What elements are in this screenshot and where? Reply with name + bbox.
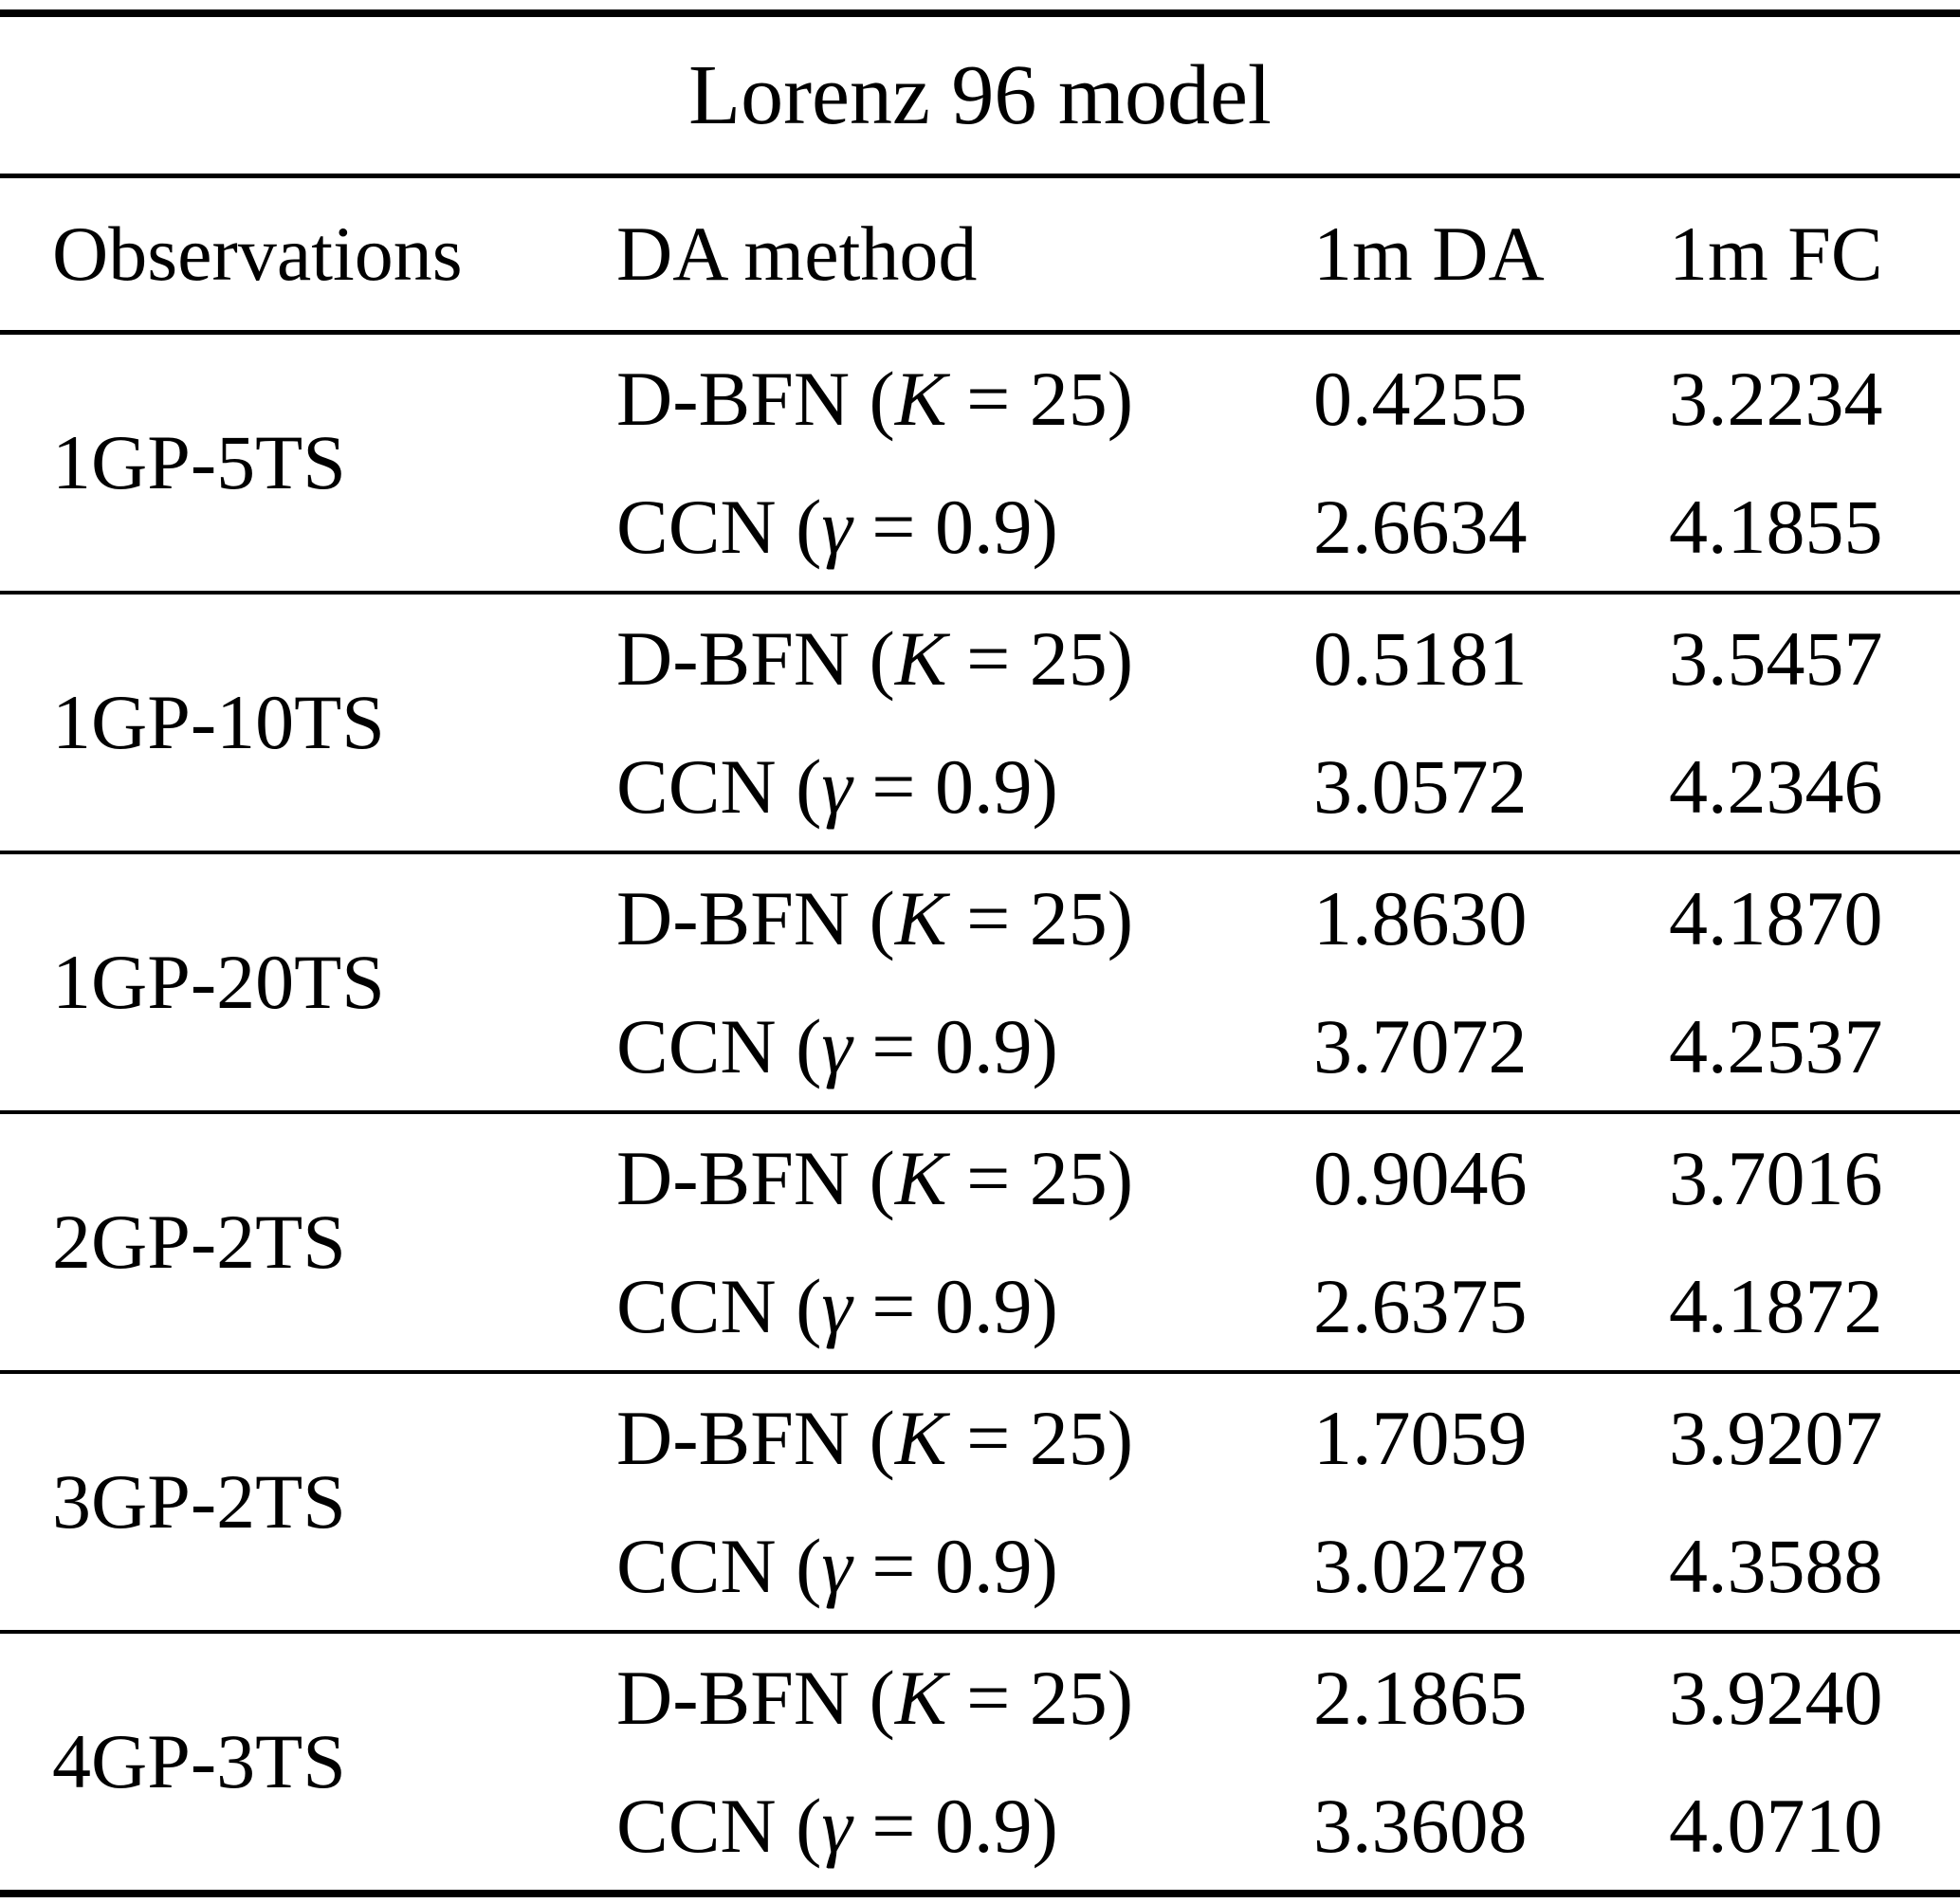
method-cell: D-BFN (K = 25) [616,1110,1313,1242]
da-value: 2.1865 [1313,1630,1669,1762]
table-row: 1GP-20TS D-BFN (K = 25) 1.8630 4.1870 [0,851,1960,1112]
method-variable: K [894,874,947,961]
method-cell: CCN (γ = 0.9) [616,1242,1313,1372]
method-variable: K [894,1654,947,1741]
method-text: = 25) [946,874,1134,961]
method-text: CCN ( [616,1002,822,1089]
fc-value: 4.3588 [1669,1522,1883,1609]
column-header-da-method: DA method [616,178,1313,335]
column-header-1m-fc: 1m FC [1669,178,1960,335]
method-text: = 0.9) [852,1782,1058,1869]
method-cell: CCN (γ = 0.9) [616,723,1313,852]
method-text: D-BFN ( [616,355,895,442]
table-row: 4GP-3TS D-BFN (K = 25) 2.1865 3.9240 [0,1630,1960,1890]
da-value: 2.6634 [1313,483,1528,570]
method-cell: CCN (γ = 0.9) [616,1762,1313,1890]
method-text: D-BFN ( [616,614,895,702]
results-table: Observations DA method 1m DA 1m FC 1GP-5… [0,178,1960,1890]
observation-label: 2GP-2TS [0,1110,616,1372]
method-variable: γ [821,1262,852,1349]
table-row: 2GP-2TS D-BFN (K = 25) 0.9046 3.7016 [0,1110,1960,1372]
method-text: = 0.9) [852,483,1058,570]
method-text: = 25) [946,1134,1134,1221]
method-text: = 0.9) [852,1002,1058,1089]
table-row: CCN (γ = 0.9) 3.3608 4.0710 [0,1762,1960,1890]
da-value: 1.7059 [1313,1370,1669,1502]
method-text: CCN ( [616,1522,822,1609]
fc-value: 3.9240 [1669,1630,1960,1762]
da-value: 3.0572 [1313,742,1528,830]
da-value: 1.8630 [1313,851,1669,982]
method-text: D-BFN ( [616,874,895,961]
method-cell: D-BFN (K = 25) [616,851,1313,982]
observation-label: 1GP-5TS [0,330,616,593]
method-variable: γ [821,1522,852,1609]
method-cell: CCN (γ = 0.9) [616,1502,1313,1632]
table-row: CCN (γ = 0.9) 2.6375 4.1872 [0,1242,1960,1372]
method-variable: γ [821,742,852,830]
table-title: Lorenz 96 model [0,17,1960,178]
method-text: D-BFN ( [616,1134,895,1221]
da-value: 0.4255 [1313,330,1669,463]
table-row: CCN (γ = 0.9) 3.7072 4.2537 [0,982,1960,1112]
fc-value: 4.2346 [1669,742,1883,830]
method-text: = 0.9) [852,1262,1058,1349]
table-row: 1GP-5TS D-BFN (K = 25) 0.4255 3.2234 [0,330,1960,593]
observation-label: 1GP-20TS [0,851,616,1112]
table-row: 3GP-2TS D-BFN (K = 25) 1.7059 3.9207 [0,1370,1960,1632]
table-row: CCN (γ = 0.9) 2.6634 4.1855 [0,463,1960,593]
da-value: 2.6375 [1313,1262,1528,1349]
method-variable: K [894,355,947,442]
column-header-observations: Observations [0,178,616,335]
fc-value: 3.7016 [1669,1110,1960,1242]
observation-label: 4GP-3TS [0,1630,616,1890]
method-cell: CCN (γ = 0.9) [616,982,1313,1112]
method-text: CCN ( [616,483,822,570]
fc-value: 3.5457 [1669,591,1960,723]
fc-value: 3.2234 [1669,330,1960,463]
fc-value: 4.1855 [1669,483,1883,570]
method-variable: K [894,614,947,702]
method-variable: γ [821,1002,852,1089]
method-text: CCN ( [616,742,822,830]
method-variable: γ [821,1782,852,1869]
observation-label: 3GP-2TS [0,1370,616,1632]
da-value: 0.9046 [1313,1110,1669,1242]
method-cell: D-BFN (K = 25) [616,1370,1313,1502]
method-text: = 25) [946,355,1134,442]
fc-value: 4.2537 [1669,1002,1883,1089]
method-text: = 0.9) [852,742,1058,830]
method-text: D-BFN ( [616,1654,895,1741]
method-text: CCN ( [616,1262,822,1349]
table-row: CCN (γ = 0.9) 3.0278 4.3588 [0,1502,1960,1632]
observation-label: 1GP-10TS [0,591,616,852]
method-variable: K [894,1394,947,1481]
method-text: CCN ( [616,1782,822,1869]
da-value: 3.7072 [1313,1002,1528,1089]
method-cell: D-BFN (K = 25) [616,591,1313,723]
method-cell: D-BFN (K = 25) [616,330,1313,463]
da-value: 3.3608 [1313,1782,1528,1869]
method-cell: D-BFN (K = 25) [616,1630,1313,1762]
column-header-1m-da: 1m DA [1313,178,1669,335]
method-text: = 25) [946,1654,1134,1741]
da-value: 0.5181 [1313,591,1669,723]
fc-value: 4.1872 [1669,1262,1883,1349]
method-text: = 25) [946,1394,1134,1481]
method-text: D-BFN ( [616,1394,895,1481]
fc-value: 4.1870 [1669,851,1960,982]
table-row: 1GP-10TS D-BFN (K = 25) 0.5181 3.5457 [0,591,1960,852]
da-value: 3.0278 [1313,1522,1528,1609]
header-row: Observations DA method 1m DA 1m FC [0,178,1960,335]
fc-value: 3.9207 [1669,1370,1960,1502]
method-variable: γ [821,483,852,570]
table-row: CCN (γ = 0.9) 3.0572 4.2346 [0,723,1960,852]
method-text: = 0.9) [852,1522,1058,1609]
lorenz96-table: Lorenz 96 model Observations DA method 1… [0,9,1960,1897]
method-cell: CCN (γ = 0.9) [616,463,1313,593]
method-text: = 25) [946,614,1134,702]
fc-value: 4.0710 [1669,1782,1883,1869]
method-variable: K [894,1134,947,1221]
